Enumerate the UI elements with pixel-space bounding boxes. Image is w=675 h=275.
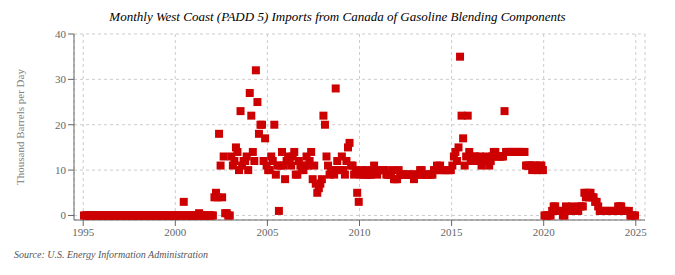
svg-text:Thousand Barrels per Day: Thousand Barrels per Day (14, 69, 26, 185)
svg-text:2010: 2010 (349, 226, 372, 238)
html-text:Source: U.S. Energy Informatio: Source: U.S. Energy Information Administ… (14, 249, 209, 260)
svg-text:2025: 2025 (625, 226, 648, 238)
svg-text:30: 30 (55, 73, 67, 85)
svg-text:2005: 2005 (256, 226, 279, 238)
svg-text:2020: 2020 (533, 226, 556, 238)
svg-text:1995: 1995 (72, 226, 95, 238)
svg-text:40: 40 (55, 28, 67, 40)
html-text:Monthly West Coast (PADD 5) Im: Monthly West Coast (PADD 5) Imports from… (109, 9, 566, 24)
svg-text:2000: 2000 (164, 226, 187, 238)
svg-text:0: 0 (61, 209, 67, 221)
svg-text:10: 10 (55, 164, 67, 176)
svg-text:20: 20 (55, 119, 67, 131)
svg-text:2015: 2015 (441, 226, 464, 238)
